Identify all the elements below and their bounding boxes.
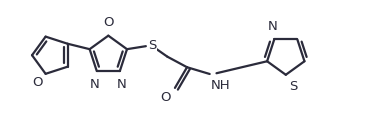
Text: O: O bbox=[103, 16, 114, 29]
Text: S: S bbox=[149, 39, 157, 52]
Text: O: O bbox=[160, 91, 171, 104]
Text: N: N bbox=[268, 20, 277, 33]
Text: O: O bbox=[32, 76, 42, 89]
Text: S: S bbox=[290, 80, 298, 93]
Text: N: N bbox=[90, 78, 100, 91]
Text: N: N bbox=[117, 78, 127, 91]
Text: NH: NH bbox=[211, 78, 231, 92]
